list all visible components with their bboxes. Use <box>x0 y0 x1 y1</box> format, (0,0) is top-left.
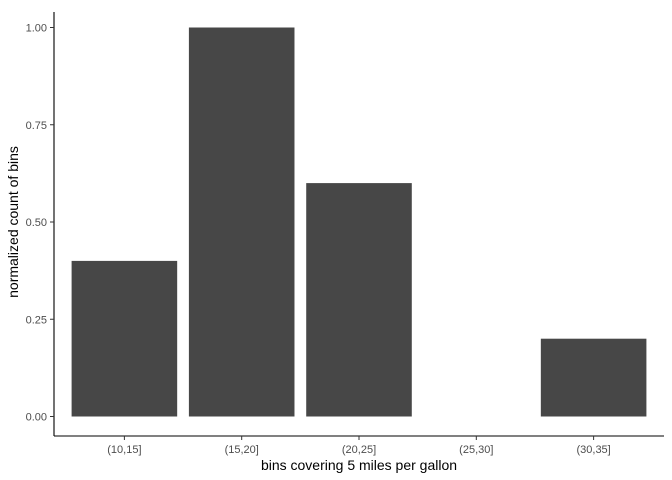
bar-2 <box>306 183 412 417</box>
y-axis-title: normalized count of bins <box>5 146 21 298</box>
x-tick-label-3: (25,30] <box>459 444 493 456</box>
x-axis-title: bins covering 5 miles per gallon <box>261 457 457 473</box>
x-axis-ticks: (10,15] (15,20] (20,25] (25,30] (30,35] <box>107 436 611 456</box>
x-tick-label-1: (15,20] <box>225 444 259 456</box>
y-axis-ticks: 0.00 0.25 0.50 0.75 1.00 <box>26 23 54 424</box>
y-tick-label-3: 0.75 <box>26 120 47 132</box>
bars-group <box>71 27 647 417</box>
x-tick-label-2: (20,25] <box>342 444 376 456</box>
y-tick-label-1: 0.25 <box>26 314 47 326</box>
bar-0 <box>71 260 178 417</box>
bar-1 <box>188 27 295 417</box>
x-tick-label-0: (10,15] <box>107 444 141 456</box>
x-tick-label-4: (30,35] <box>576 444 610 456</box>
y-tick-label-0: 0.00 <box>26 412 47 424</box>
y-tick-label-4: 1.00 <box>26 23 47 35</box>
bar-4 <box>540 338 647 417</box>
y-tick-label-2: 0.50 <box>26 217 47 229</box>
